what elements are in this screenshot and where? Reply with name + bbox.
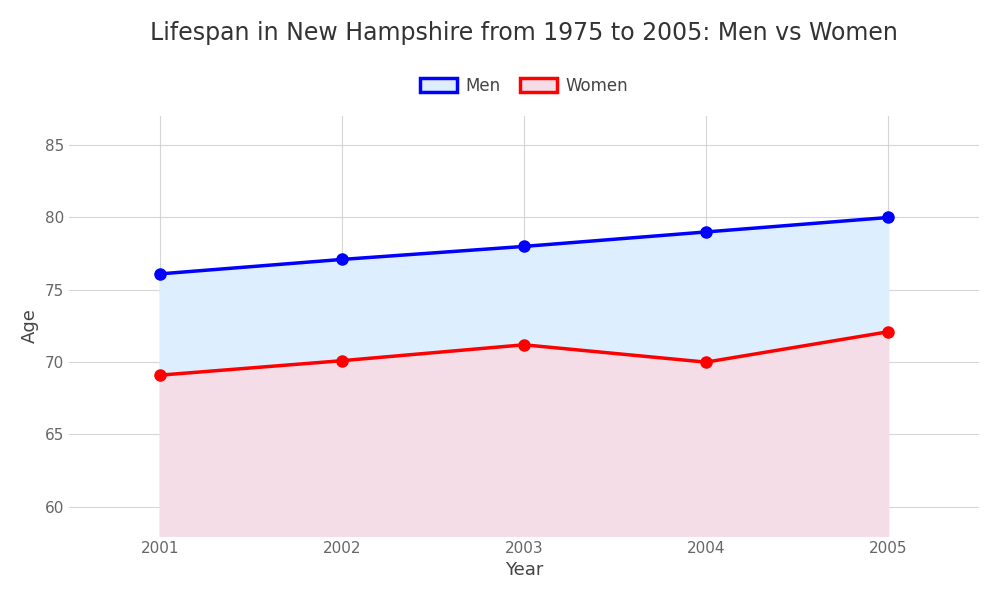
X-axis label: Year: Year bbox=[505, 561, 543, 579]
Y-axis label: Age: Age bbox=[21, 308, 39, 343]
Legend: Men, Women: Men, Women bbox=[413, 70, 634, 101]
Title: Lifespan in New Hampshire from 1975 to 2005: Men vs Women: Lifespan in New Hampshire from 1975 to 2… bbox=[150, 21, 898, 45]
